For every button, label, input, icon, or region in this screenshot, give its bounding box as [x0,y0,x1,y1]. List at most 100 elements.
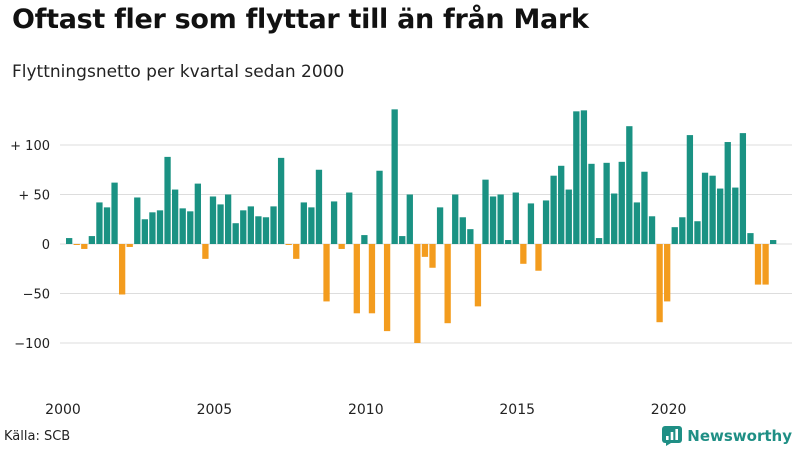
bar [709,175,716,244]
bar [648,216,656,244]
bar [664,244,671,302]
bar [300,202,307,244]
y-tick-label: −50 [23,288,50,303]
bar [361,235,368,244]
x-tick-label: 2010 [348,402,384,418]
bar [626,126,633,244]
brand-logo: Newsworthy [662,426,792,446]
bar [739,133,747,244]
bar [686,135,694,244]
bar [527,203,535,244]
bar [679,217,686,244]
bar [747,233,754,244]
bar [118,244,126,295]
bar [505,240,512,244]
bar [262,217,270,244]
bar [633,202,641,244]
bar [611,193,618,244]
bar [391,109,398,244]
bar [467,229,474,244]
bar [482,179,489,244]
x-tick-label: 2000 [45,402,81,418]
bar [429,244,436,268]
bar [156,210,164,244]
bar [588,163,595,244]
bar [694,221,701,244]
bar [247,206,254,244]
bar [421,244,429,257]
y-tick-label: 0 [42,238,50,253]
bar [770,240,777,244]
bar [520,244,527,264]
bar [240,210,247,244]
bar [656,244,663,323]
bar [126,244,133,247]
bar [308,207,315,244]
bar [762,244,769,285]
source-note: Källa: SCB [4,429,71,444]
bar [717,188,724,244]
bar [202,244,209,259]
bar [497,194,504,244]
bar [315,169,323,244]
bar [103,207,111,244]
bar [96,202,103,244]
bar [134,197,141,244]
bar [330,201,338,244]
bar [232,223,239,244]
bar [474,244,482,307]
bar [732,187,739,244]
bar [573,111,580,244]
bar [436,207,444,244]
bar [701,172,709,244]
bar [550,175,557,244]
chart-subtitle: Flyttningsnetto per kvartal sedan 2000 [12,62,345,82]
bar [754,244,762,285]
bar [724,142,731,244]
bar [406,194,413,244]
x-tick-label: 2020 [651,402,687,418]
bar [111,182,118,244]
bar [452,194,459,244]
bar [277,157,285,244]
x-tick-label: 2005 [197,402,233,418]
bar [338,244,345,249]
bar [194,183,201,244]
bar [618,161,625,244]
bar [353,244,360,314]
bar [535,244,542,271]
y-tick-label: −100 [14,337,50,352]
bar [346,192,353,244]
bar [459,217,466,244]
bar [88,236,96,244]
bar [270,206,277,244]
bar [164,156,171,244]
bar [542,200,550,244]
bar [285,244,292,245]
bar [141,219,148,244]
bar [595,238,603,244]
bar [565,189,572,244]
bar [255,216,262,244]
bar [383,244,391,332]
axis-labels: + 100 + 50 0 −50 −100 2000 2005 2010 2015 2020 [10,139,686,418]
bar [66,238,73,244]
y-tick-label: + 50 [18,189,50,204]
bar [603,162,610,244]
bar [444,244,451,324]
bar [376,170,383,244]
bar [81,244,88,249]
bar [489,196,497,244]
bar [641,171,648,244]
bar [149,212,156,244]
bar [671,227,678,244]
bar [323,244,330,302]
y-tick-label: + 100 [10,139,50,154]
bar [224,194,232,244]
bar [414,244,421,343]
bar [179,208,186,244]
bar [293,244,300,259]
bars [66,109,777,343]
brand-name: Newsworthy [687,427,792,445]
